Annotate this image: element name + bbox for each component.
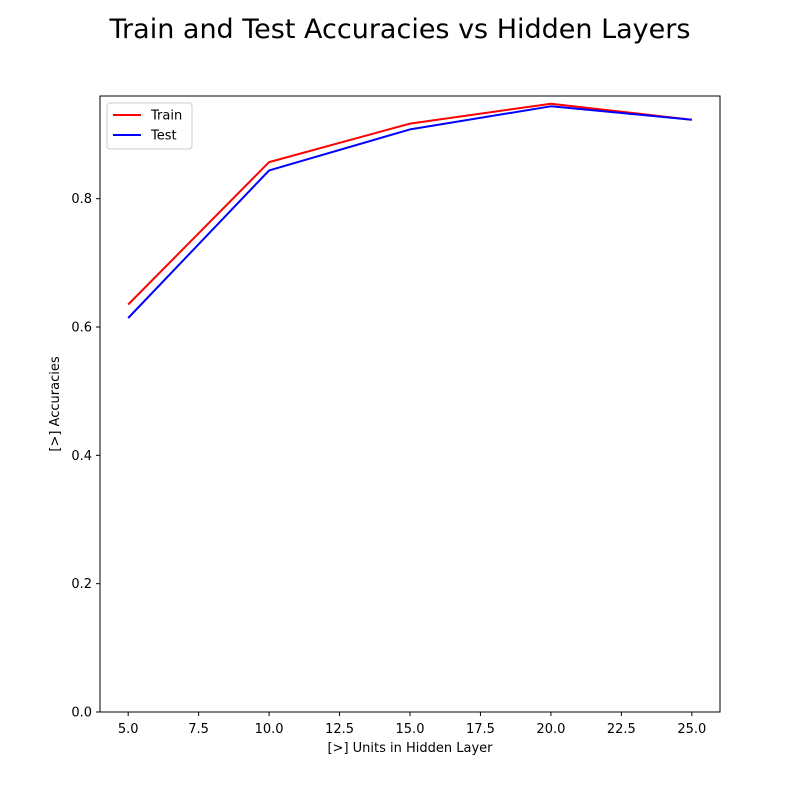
legend-label-train: Train <box>150 109 182 124</box>
x-tick-label: 10.0 <box>255 722 284 737</box>
y-tick-label: 0.4 <box>71 449 92 464</box>
x-tick-label: 22.5 <box>607 722 636 737</box>
y-tick-label: 0.2 <box>71 577 92 592</box>
chart-title: Train and Test Accuracies vs Hidden Laye… <box>109 14 691 45</box>
x-axis-label: [>] Units in Hidden Layer <box>327 741 493 756</box>
y-tick-label: 0.8 <box>71 192 92 207</box>
y-tick-label: 0.0 <box>71 706 92 721</box>
y-axis-label: [>] Accuracies <box>48 356 63 451</box>
plot-area: 5.0 7.5 10.0 12.5 15.0 17.5 20.0 22.5 25.0 0.00.… <box>71 95 721 737</box>
y-axis-ticks: 0.0 0.2 0.4 0.6 0.8 <box>71 192 100 721</box>
x-tick-label: 17.5 <box>466 722 495 737</box>
x-tick-label: 20.0 <box>536 722 565 737</box>
x-tick-label: 7.5 <box>188 722 209 737</box>
series-lines <box>127 102 692 319</box>
x-axis-ticks: 5.0 7.5 10.0 12.5 15.0 17.5 20.0 22.5 25.0 <box>118 712 706 737</box>
y-tick-label: 0.6 <box>71 321 92 336</box>
x-tick-label: 5.0 <box>118 722 139 737</box>
x-tick-label: 15.0 <box>396 722 425 737</box>
legend-label-test: Test <box>150 129 177 144</box>
series-line-test <box>127 105 692 319</box>
plot-frame <box>99 95 721 713</box>
x-tick-label: 12.5 <box>325 722 354 737</box>
legend: Train Test <box>106 102 193 150</box>
x-tick-label: 25.0 <box>677 722 706 737</box>
series-line-train <box>127 102 692 306</box>
